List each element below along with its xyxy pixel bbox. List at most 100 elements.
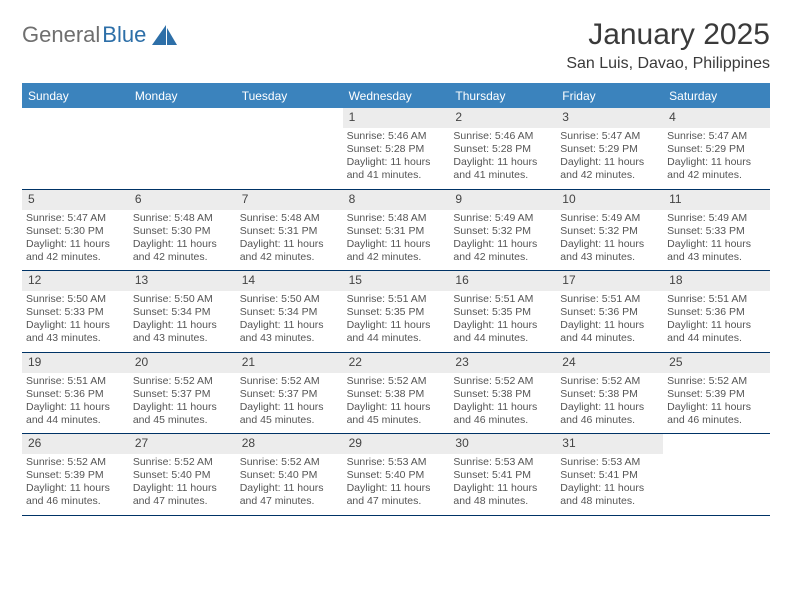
- day-number: 1: [343, 108, 450, 128]
- daylight-line: Daylight: 11 hours and 44 minutes.: [667, 319, 766, 345]
- sunrise-line: Sunrise: 5:51 AM: [347, 293, 446, 306]
- sunset-line: Sunset: 5:40 PM: [133, 469, 232, 482]
- daylight-line: Daylight: 11 hours and 45 minutes.: [133, 401, 232, 427]
- day-details: Sunrise: 5:51 AMSunset: 5:36 PMDaylight:…: [560, 293, 659, 346]
- sunrise-line: Sunrise: 5:48 AM: [240, 212, 339, 225]
- sunrise-line: Sunrise: 5:50 AM: [240, 293, 339, 306]
- day-details: Sunrise: 5:46 AMSunset: 5:28 PMDaylight:…: [347, 130, 446, 183]
- daylight-line: Daylight: 11 hours and 46 minutes.: [667, 401, 766, 427]
- calendar-day: 3Sunrise: 5:47 AMSunset: 5:29 PMDaylight…: [556, 108, 663, 189]
- sunset-line: Sunset: 5:36 PM: [560, 306, 659, 319]
- sunrise-line: Sunrise: 5:46 AM: [347, 130, 446, 143]
- sunrise-line: Sunrise: 5:52 AM: [453, 375, 552, 388]
- sunrise-line: Sunrise: 5:51 AM: [560, 293, 659, 306]
- sunset-line: Sunset: 5:37 PM: [240, 388, 339, 401]
- calendar-day: 17Sunrise: 5:51 AMSunset: 5:36 PMDayligh…: [556, 271, 663, 352]
- weekday-header: Monday: [129, 85, 236, 108]
- calendar-day: 28Sunrise: 5:52 AMSunset: 5:40 PMDayligh…: [236, 434, 343, 515]
- sunset-line: Sunset: 5:36 PM: [667, 306, 766, 319]
- sunset-line: Sunset: 5:38 PM: [453, 388, 552, 401]
- day-details: Sunrise: 5:47 AMSunset: 5:29 PMDaylight:…: [560, 130, 659, 183]
- sunset-line: Sunset: 5:30 PM: [133, 225, 232, 238]
- daylight-line: Daylight: 11 hours and 42 minutes.: [453, 238, 552, 264]
- calendar-day: 4Sunrise: 5:47 AMSunset: 5:29 PMDaylight…: [663, 108, 770, 189]
- day-details: Sunrise: 5:49 AMSunset: 5:32 PMDaylight:…: [453, 212, 552, 265]
- calendar-day: 25Sunrise: 5:52 AMSunset: 5:39 PMDayligh…: [663, 353, 770, 434]
- day-number: 31: [556, 434, 663, 454]
- day-number: 9: [449, 190, 556, 210]
- day-number: 20: [129, 353, 236, 373]
- weekday-header: Thursday: [449, 85, 556, 108]
- calendar-grid: SundayMondayTuesdayWednesdayThursdayFrid…: [22, 83, 770, 516]
- calendar-day: 1Sunrise: 5:46 AMSunset: 5:28 PMDaylight…: [343, 108, 450, 189]
- sunset-line: Sunset: 5:38 PM: [560, 388, 659, 401]
- sunrise-line: Sunrise: 5:52 AM: [347, 375, 446, 388]
- day-details: Sunrise: 5:50 AMSunset: 5:34 PMDaylight:…: [240, 293, 339, 346]
- calendar-day: 16Sunrise: 5:51 AMSunset: 5:35 PMDayligh…: [449, 271, 556, 352]
- day-details: Sunrise: 5:52 AMSunset: 5:37 PMDaylight:…: [133, 375, 232, 428]
- sunrise-line: Sunrise: 5:52 AM: [240, 456, 339, 469]
- sunset-line: Sunset: 5:31 PM: [347, 225, 446, 238]
- day-details: Sunrise: 5:53 AMSunset: 5:41 PMDaylight:…: [560, 456, 659, 509]
- sunset-line: Sunset: 5:32 PM: [560, 225, 659, 238]
- day-details: Sunrise: 5:53 AMSunset: 5:40 PMDaylight:…: [347, 456, 446, 509]
- calendar-week-row: .Sunrise: Sunset: Daylight: .Sunrise: Su…: [22, 108, 770, 190]
- day-details: Sunrise: 5:49 AMSunset: 5:32 PMDaylight:…: [560, 212, 659, 265]
- calendar-day-empty: .Sunrise: Sunset: Daylight:: [236, 108, 343, 189]
- sunset-line: Sunset: 5:41 PM: [453, 469, 552, 482]
- calendar-day: 5Sunrise: 5:47 AMSunset: 5:30 PMDaylight…: [22, 190, 129, 271]
- daylight-line: Daylight: 11 hours and 42 minutes.: [133, 238, 232, 264]
- calendar-document: General Blue January 2025 San Luis, Dava…: [0, 0, 792, 516]
- sunset-line: Sunset: 5:40 PM: [240, 469, 339, 482]
- daylight-line: Daylight: 11 hours and 43 minutes.: [133, 319, 232, 345]
- day-number: 2: [449, 108, 556, 128]
- day-details: Sunrise: 5:52 AMSunset: 5:39 PMDaylight:…: [26, 456, 125, 509]
- sunrise-line: Sunrise: 5:47 AM: [667, 130, 766, 143]
- sunset-line: Sunset: 5:35 PM: [347, 306, 446, 319]
- day-number: 4: [663, 108, 770, 128]
- calendar-week-row: 5Sunrise: 5:47 AMSunset: 5:30 PMDaylight…: [22, 190, 770, 272]
- day-number: 16: [449, 271, 556, 291]
- day-details: Sunrise: 5:52 AMSunset: 5:40 PMDaylight:…: [240, 456, 339, 509]
- day-details: Sunrise: 5:51 AMSunset: 5:35 PMDaylight:…: [347, 293, 446, 346]
- day-number: 17: [556, 271, 663, 291]
- calendar-day: 14Sunrise: 5:50 AMSunset: 5:34 PMDayligh…: [236, 271, 343, 352]
- calendar-day: 20Sunrise: 5:52 AMSunset: 5:37 PMDayligh…: [129, 353, 236, 434]
- daylight-line: Daylight: 11 hours and 41 minutes.: [347, 156, 446, 182]
- daylight-line: Daylight: 11 hours and 48 minutes.: [560, 482, 659, 508]
- brand-sail-icon: [152, 25, 178, 45]
- header: General Blue January 2025 San Luis, Dava…: [22, 18, 770, 73]
- daylight-line: Daylight: 11 hours and 44 minutes.: [560, 319, 659, 345]
- day-number: 23: [449, 353, 556, 373]
- day-number: 6: [129, 190, 236, 210]
- day-details: Sunrise: 5:47 AMSunset: 5:30 PMDaylight:…: [26, 212, 125, 265]
- location-subtitle: San Luis, Davao, Philippines: [566, 55, 770, 73]
- weekday-header: Tuesday: [236, 85, 343, 108]
- day-number: 30: [449, 434, 556, 454]
- calendar-week-row: 19Sunrise: 5:51 AMSunset: 5:36 PMDayligh…: [22, 353, 770, 435]
- calendar-day: 8Sunrise: 5:48 AMSunset: 5:31 PMDaylight…: [343, 190, 450, 271]
- daylight-line: Daylight: 11 hours and 44 minutes.: [347, 319, 446, 345]
- weekday-header: Friday: [556, 85, 663, 108]
- calendar-day: 15Sunrise: 5:51 AMSunset: 5:35 PMDayligh…: [343, 271, 450, 352]
- sunset-line: Sunset: 5:36 PM: [26, 388, 125, 401]
- calendar-day: 19Sunrise: 5:51 AMSunset: 5:36 PMDayligh…: [22, 353, 129, 434]
- day-number: 8: [343, 190, 450, 210]
- day-number: 19: [22, 353, 129, 373]
- sunset-line: Sunset: 5:40 PM: [347, 469, 446, 482]
- day-details: Sunrise: 5:52 AMSunset: 5:38 PMDaylight:…: [453, 375, 552, 428]
- day-number: 7: [236, 190, 343, 210]
- sunrise-line: Sunrise: 5:47 AM: [560, 130, 659, 143]
- day-details: Sunrise: 5:48 AMSunset: 5:30 PMDaylight:…: [133, 212, 232, 265]
- day-details: Sunrise: 5:49 AMSunset: 5:33 PMDaylight:…: [667, 212, 766, 265]
- calendar-day: 21Sunrise: 5:52 AMSunset: 5:37 PMDayligh…: [236, 353, 343, 434]
- daylight-line: Daylight: 11 hours and 43 minutes.: [240, 319, 339, 345]
- brand-word-1: General: [22, 22, 100, 48]
- day-details: Sunrise: 5:46 AMSunset: 5:28 PMDaylight:…: [453, 130, 552, 183]
- day-number: 27: [129, 434, 236, 454]
- day-details: Sunrise: 5:52 AMSunset: 5:40 PMDaylight:…: [133, 456, 232, 509]
- day-number: 3: [556, 108, 663, 128]
- sunset-line: Sunset: 5:33 PM: [667, 225, 766, 238]
- sunset-line: Sunset: 5:41 PM: [560, 469, 659, 482]
- daylight-line: Daylight: 11 hours and 42 minutes.: [560, 156, 659, 182]
